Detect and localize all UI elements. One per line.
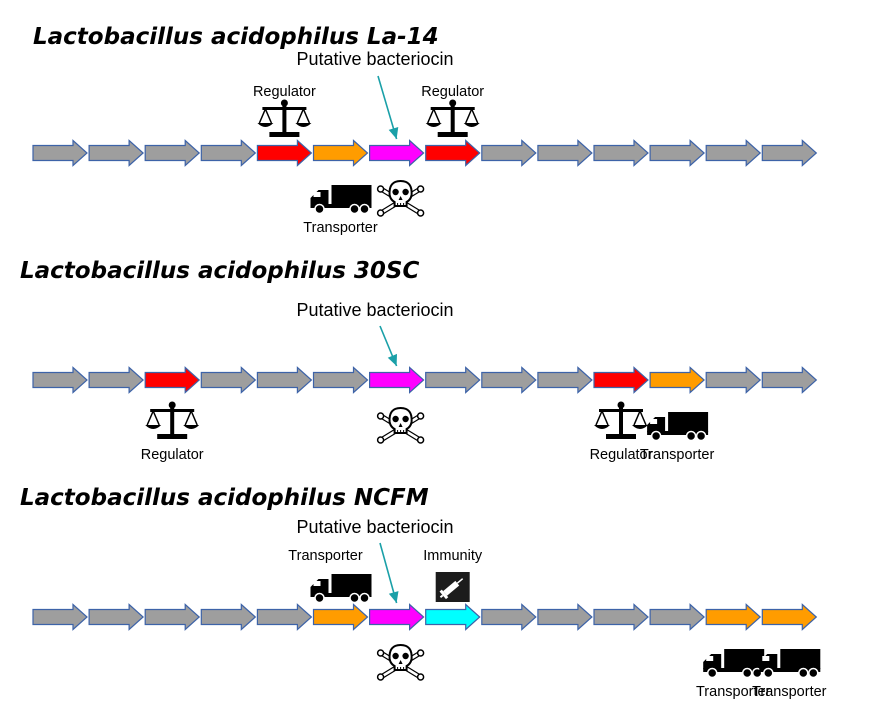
regulator-scale-icon	[144, 400, 200, 440]
gene-arrow-gray	[200, 139, 257, 167]
strain-row: Lactobacillus acidophilus NCFM Putative b…	[20, 485, 827, 700]
gene-arrow-magenta	[369, 603, 425, 631]
gene-arrow-gray	[88, 139, 145, 167]
transporter-label: Transporter	[288, 548, 363, 564]
gene-arrow-cyan	[425, 603, 481, 631]
gene-arrow-gray	[481, 139, 537, 167]
gene-arrow-orange	[649, 366, 706, 394]
gene-arrow-magenta	[369, 139, 425, 167]
gene-arrow-gray	[705, 139, 762, 167]
strain-row: Lactobacillus acidophilus La-14Putative …	[32, 24, 818, 236]
gene-arrow-gray	[256, 366, 313, 394]
gene-arrow-gray	[32, 603, 88, 631]
gene-arrow-red	[144, 366, 201, 394]
gene-arrow-gray	[593, 603, 649, 631]
gene-arrow-gray	[481, 603, 537, 631]
transporter-truck-icon	[309, 184, 373, 215]
gene-arrow-gray	[761, 139, 818, 167]
gene-arrow-gray	[537, 139, 593, 167]
gene-arrow-gray	[705, 366, 762, 394]
transporter-label: Transporter	[696, 684, 771, 700]
regulator-label: Regulator	[590, 447, 653, 463]
gene-arrow-gray	[144, 139, 201, 167]
gene-arrow-gray	[88, 603, 145, 631]
toxin-skull-icon	[378, 181, 424, 216]
gene-arrow-gray	[256, 603, 313, 631]
gene-arrow-gray	[312, 366, 369, 394]
strain-title: Lactobacillus acidophilus NCFM	[20, 485, 429, 511]
gene-arrow-gray	[593, 139, 649, 167]
regulator-label: Regulator	[141, 447, 204, 463]
toxin-skull-icon	[378, 645, 424, 680]
gene-arrow-gray	[32, 139, 88, 167]
gene-arrow-gray	[649, 603, 706, 631]
gene-arrow-gray	[761, 366, 818, 394]
transporter-label: Transporter	[752, 684, 827, 700]
gene-arrow-gray	[88, 366, 145, 394]
transporter-truck-icon	[702, 648, 765, 679]
bacteriocin-pointer-head	[388, 127, 399, 139]
toxin-skull-icon	[378, 408, 424, 443]
bacteriocin-pointer-head	[387, 353, 398, 366]
bacteriocin-label: Putative bacteriocin	[296, 300, 453, 320]
regulator-scale-icon	[424, 98, 481, 138]
gene-arrow-gray	[32, 366, 88, 394]
strain-title: Lactobacillus acidophilus 30SC	[20, 258, 419, 284]
transporter-label: Transporter	[303, 220, 378, 236]
gene-rows: Lactobacillus acidophilus La-14Putative …	[20, 24, 827, 700]
immunity-label: Immunity	[423, 548, 483, 564]
gene-arrow-red	[256, 139, 313, 167]
gene-arrow-orange	[705, 603, 762, 631]
gene-arrow-red	[593, 366, 649, 394]
gene-arrow-gray	[481, 366, 537, 394]
gene-arrow-gray	[425, 366, 481, 394]
gene-arrow-gray	[537, 603, 593, 631]
bacteriocin-label: Putative bacteriocin	[296, 49, 453, 69]
bacteriocin-label: Putative bacteriocin	[296, 517, 453, 537]
gene-arrow-gray	[144, 603, 201, 631]
transporter-label: Transporter	[640, 447, 715, 463]
transporter-truck-icon	[758, 648, 822, 679]
gene-arrow-orange	[312, 139, 369, 167]
gene-arrow-orange	[761, 603, 818, 631]
gene-arrow-gray	[200, 366, 257, 394]
regulator-scale-icon	[256, 98, 313, 138]
transporter-truck-icon	[309, 573, 373, 604]
gene-arrow-red	[425, 139, 481, 167]
regulator-label: Regulator	[421, 84, 484, 100]
gene-arrow-magenta	[369, 366, 425, 394]
strain-title: Lactobacillus acidophilus La-14	[33, 24, 439, 50]
gene-arrow-gray	[537, 366, 593, 394]
strain-row: Lactobacillus acidophilus 30SC Putative b…	[20, 258, 818, 463]
bacteriocin-pointer-head	[388, 591, 399, 603]
transporter-truck-icon	[646, 411, 709, 442]
regulator-label: Regulator	[253, 84, 316, 100]
immunity-syringe-icon	[434, 571, 471, 603]
regulator-scale-icon	[593, 400, 649, 440]
gene-arrow-gray	[649, 139, 706, 167]
gene-arrow-gray	[200, 603, 257, 631]
gene-arrow-orange	[312, 603, 369, 631]
